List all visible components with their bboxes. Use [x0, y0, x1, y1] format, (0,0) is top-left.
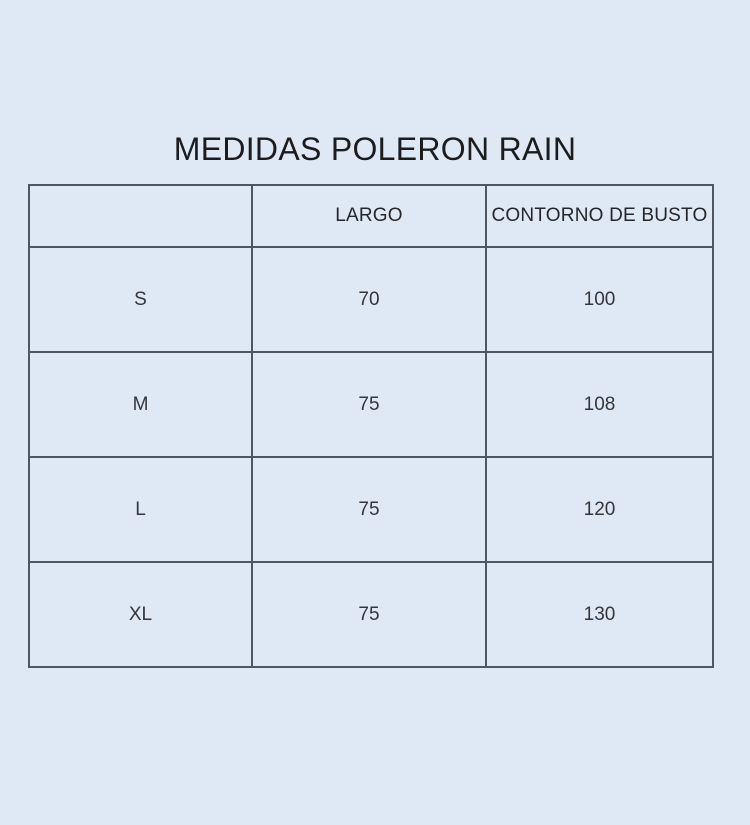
busto-value-cell: 100 [485, 246, 714, 353]
page-title: MEDIDAS POLERON RAIN [173, 131, 577, 167]
largo-value-cell: 70 [251, 246, 487, 353]
largo-value-cell: 75 [251, 456, 487, 563]
size-label-cell: L [28, 456, 253, 563]
table-row-m: M 75 108 [28, 351, 714, 458]
table-header-row: LARGO CONTORNO DE BUSTO [28, 184, 714, 248]
largo-value-cell: 75 [251, 561, 487, 668]
busto-value-cell: 120 [485, 456, 714, 563]
largo-value-cell: 75 [251, 351, 487, 458]
size-label-cell: S [28, 246, 253, 353]
size-label-cell: XL [28, 561, 253, 668]
header-cell-contorno-de-busto: CONTORNO DE BUSTO [485, 184, 714, 248]
size-label-cell: M [28, 351, 253, 458]
table-row-l: L 75 120 [28, 456, 714, 563]
busto-value-cell: 130 [485, 561, 714, 668]
table-row-s: S 70 100 [28, 246, 714, 353]
size-chart-table: LARGO CONTORNO DE BUSTO S 70 100 M 75 10… [28, 184, 714, 668]
busto-value-cell: 108 [485, 351, 714, 458]
header-cell-size [28, 184, 253, 248]
header-cell-largo: LARGO [251, 184, 487, 248]
table-row-xl: XL 75 130 [28, 561, 714, 668]
